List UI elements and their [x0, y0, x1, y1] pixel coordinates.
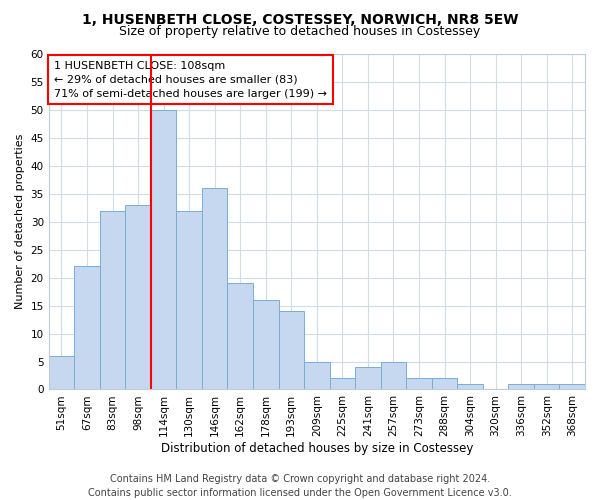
Text: 1 HUSENBETH CLOSE: 108sqm
← 29% of detached houses are smaller (83)
71% of semi-: 1 HUSENBETH CLOSE: 108sqm ← 29% of detac…	[54, 60, 327, 98]
Bar	[100, 210, 125, 390]
Bar	[125, 205, 151, 390]
Bar	[151, 110, 176, 390]
Bar	[406, 378, 432, 390]
Y-axis label: Number of detached properties: Number of detached properties	[15, 134, 25, 310]
X-axis label: Distribution of detached houses by size in Costessey: Distribution of detached houses by size …	[161, 442, 473, 455]
Bar	[508, 384, 534, 390]
Text: 1, HUSENBETH CLOSE, COSTESSEY, NORWICH, NR8 5EW: 1, HUSENBETH CLOSE, COSTESSEY, NORWICH, …	[82, 12, 518, 26]
Bar	[49, 356, 74, 390]
Bar	[559, 384, 585, 390]
Text: Size of property relative to detached houses in Costessey: Size of property relative to detached ho…	[119, 25, 481, 38]
Bar	[329, 378, 355, 390]
Bar	[380, 362, 406, 390]
Bar	[304, 362, 329, 390]
Bar	[176, 210, 202, 390]
Bar	[355, 367, 380, 390]
Bar	[278, 311, 304, 390]
Bar	[253, 300, 278, 390]
Bar	[457, 384, 483, 390]
Bar	[534, 384, 559, 390]
Bar	[74, 266, 100, 390]
Text: Contains HM Land Registry data © Crown copyright and database right 2024.
Contai: Contains HM Land Registry data © Crown c…	[88, 474, 512, 498]
Bar	[432, 378, 457, 390]
Bar	[227, 283, 253, 390]
Bar	[202, 188, 227, 390]
